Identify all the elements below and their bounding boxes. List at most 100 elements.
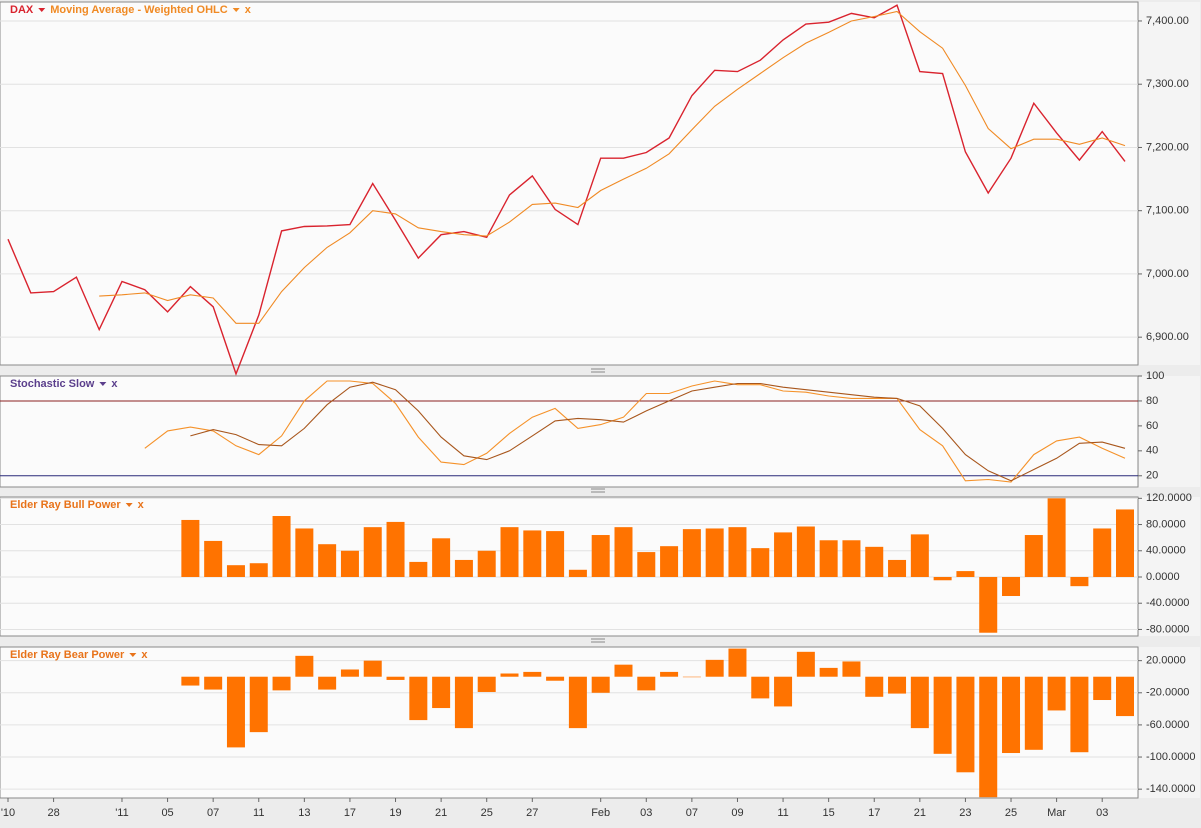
- close-button[interactable]: x: [141, 649, 148, 661]
- x-tick-label: 07: [207, 807, 219, 819]
- bar: [181, 519, 200, 577]
- bar: [910, 676, 929, 729]
- bar: [1116, 509, 1134, 577]
- legend-label: Stochastic Slow: [10, 378, 95, 390]
- x-tick-label: '11: [115, 807, 129, 819]
- bar: [682, 529, 701, 577]
- bar: [660, 671, 679, 677]
- bar: [1024, 535, 1043, 577]
- legend-menu[interactable]: [232, 8, 240, 12]
- bar: [1070, 576, 1089, 587]
- x-tick-label: 21: [435, 807, 447, 819]
- close-button[interactable]: x: [245, 4, 252, 16]
- x-tick-label: 23: [959, 807, 971, 819]
- y-tick-label: 7,000.00: [1146, 268, 1189, 280]
- series-line: [7, 4, 1126, 376]
- bar: [432, 538, 451, 577]
- y-tick-label: 0.0000: [1146, 571, 1180, 583]
- y-tick-label: 7,200.00: [1146, 141, 1189, 153]
- x-tick-label: 11: [777, 807, 788, 819]
- bar: [933, 676, 952, 754]
- y-tick-label: 6,900.00: [1146, 331, 1189, 343]
- series-line: [190, 381, 1126, 482]
- bar: [249, 563, 268, 577]
- y-tick-label: 80: [1146, 395, 1158, 407]
- legend-menu[interactable]: [125, 503, 133, 507]
- bar: [568, 676, 587, 729]
- x-tick-label: 17: [344, 807, 356, 819]
- y-tick-label: -80.0000: [1146, 623, 1189, 635]
- bar: [568, 569, 587, 577]
- bar: [705, 528, 724, 577]
- bar: [979, 576, 998, 633]
- bar: [477, 550, 496, 577]
- legend-menu[interactable]: [129, 653, 137, 657]
- bar: [728, 648, 747, 677]
- bar: [956, 676, 975, 773]
- bar: [226, 676, 245, 748]
- y-tick-label: 120.0000: [1146, 492, 1192, 504]
- bar: [1116, 676, 1134, 717]
- bar: [546, 676, 565, 681]
- x-tick-label: 27: [526, 807, 538, 819]
- bar: [865, 676, 884, 697]
- bar: [500, 527, 519, 577]
- bar: [614, 664, 633, 677]
- legend-menu[interactable]: [38, 8, 46, 12]
- y-tick-label: 7,400.00: [1146, 15, 1189, 27]
- bar: [181, 676, 200, 686]
- plot-area: [0, 375, 1139, 488]
- y-tick-label: 20.0000: [1146, 655, 1186, 667]
- y-tick-label: -20.0000: [1146, 687, 1189, 699]
- bar: [614, 527, 633, 577]
- x-tick-label: 05: [161, 807, 173, 819]
- bar: [979, 676, 998, 798]
- legend-label: Elder Ray Bear Power: [10, 649, 125, 661]
- bar: [728, 527, 747, 577]
- bar: [523, 530, 542, 577]
- x-tick-label: 07: [686, 807, 698, 819]
- x-tick-label: 11: [253, 807, 264, 819]
- bar: [546, 531, 565, 577]
- bar: [682, 676, 701, 678]
- bar: [318, 544, 337, 577]
- bar: [842, 661, 861, 677]
- close-button[interactable]: x: [138, 499, 145, 511]
- bar: [523, 671, 542, 677]
- bar: [340, 669, 359, 677]
- bar: [226, 565, 245, 577]
- legend-label: Moving Average - Weighted OHLC: [50, 4, 227, 16]
- bar: [363, 660, 382, 677]
- bar: [637, 552, 656, 577]
- bar: [1070, 676, 1089, 753]
- bar: [340, 550, 359, 577]
- x-tick-label: 09: [731, 807, 743, 819]
- bar: [204, 540, 223, 577]
- bar: [956, 571, 975, 577]
- bar: [910, 534, 929, 577]
- axis-area: [1139, 497, 1200, 636]
- bar: [386, 521, 405, 577]
- bar: [386, 676, 405, 680]
- series-line: [144, 380, 1126, 483]
- bar: [432, 676, 451, 709]
- y-tick-label: 7,300.00: [1146, 78, 1189, 90]
- bar: [819, 540, 838, 577]
- bar: [204, 676, 223, 690]
- y-tick-label: 7,100.00: [1146, 205, 1189, 217]
- bar: [660, 546, 679, 577]
- legend-menu[interactable]: [99, 382, 107, 386]
- bar: [409, 676, 428, 721]
- x-tick-label: 03: [640, 807, 652, 819]
- axis-area: [1139, 647, 1200, 798]
- bar: [774, 532, 793, 577]
- bar: [796, 651, 815, 677]
- x-tick-label: '10: [1, 807, 15, 819]
- plot-area: [0, 1, 1139, 366]
- close-button[interactable]: x: [111, 378, 118, 390]
- bar: [591, 535, 610, 577]
- bar: [751, 676, 770, 699]
- bar: [888, 559, 907, 577]
